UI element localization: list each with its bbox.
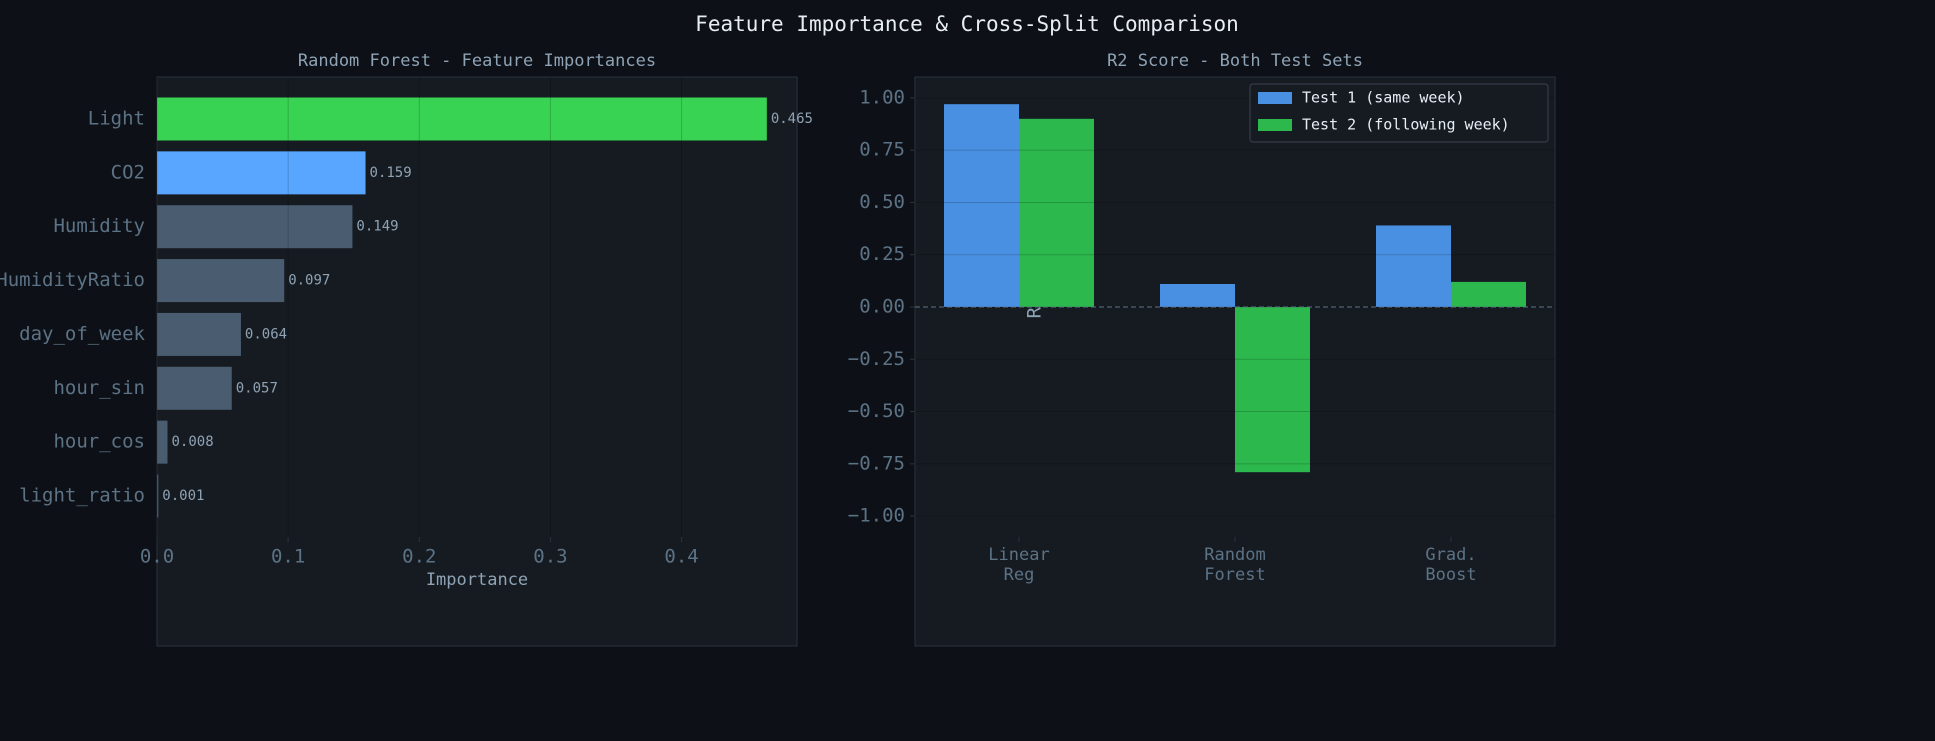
x-tick-label: 0.2 (402, 546, 436, 568)
x-tick-label: 0.0 (140, 546, 174, 568)
legend-swatch (1258, 119, 1292, 131)
x-tick-label: 0.4 (664, 546, 698, 568)
value-label: 0.465 (771, 111, 813, 127)
bar (157, 151, 366, 195)
chart-subtitle: R2 Score - Both Test Sets (1107, 51, 1363, 71)
y-tick-label: 0.25 (859, 243, 905, 265)
y-tick-label: −0.25 (848, 348, 905, 370)
figure-title: Feature Importance & Cross-Split Compari… (695, 12, 1239, 36)
y-tick-label: Humidity (53, 215, 145, 237)
bar (944, 104, 1019, 307)
value-label: 0.149 (356, 219, 398, 235)
bar (1376, 225, 1451, 307)
bar (1235, 307, 1310, 473)
x-tick-label: 0.1 (271, 546, 305, 568)
y-tick-label: 0.75 (859, 139, 905, 161)
legend-label: Test 2 (following week) (1302, 116, 1510, 134)
bar (157, 474, 159, 518)
y-tick-label: day_of_week (19, 323, 145, 345)
value-label: 0.064 (245, 326, 287, 342)
value-label: 0.001 (162, 488, 204, 504)
value-label: 0.159 (370, 165, 412, 181)
chart-subtitle: Random Forest - Feature Importances (298, 51, 656, 71)
bar (157, 205, 353, 249)
x-axis-label: Importance (426, 570, 528, 590)
bar (1019, 118, 1094, 308)
x-tick-label: Linear Reg (988, 545, 1050, 585)
bar (157, 420, 168, 464)
y-tick-label: HumidityRatio (0, 269, 145, 291)
y-tick-label: −0.75 (848, 452, 905, 474)
bar (1160, 284, 1235, 307)
x-tick-label: Random Forest (1204, 545, 1266, 585)
bar (157, 366, 232, 410)
y-tick-label: light_ratio (19, 485, 145, 507)
value-label: 0.097 (288, 273, 330, 289)
y-tick-label: 0.50 (859, 191, 905, 213)
x-tick-label: Grad. Boost (1425, 545, 1477, 585)
y-tick-label: CO2 (111, 161, 145, 183)
y-tick-label: 0.00 (859, 296, 905, 318)
y-tick-label: hour_cos (53, 431, 145, 453)
x-tick-label: 0.3 (533, 546, 567, 568)
bar (157, 97, 767, 141)
legend-swatch (1258, 92, 1292, 104)
y-tick-label: 1.00 (859, 86, 905, 108)
bar (157, 312, 241, 356)
legend-label: Test 1 (same week) (1302, 89, 1465, 107)
y-tick-label: −1.00 (848, 505, 905, 527)
value-label: 0.008 (171, 434, 213, 450)
bar (157, 259, 285, 303)
y-tick-label: hour_sin (53, 377, 145, 399)
y-tick-label: −0.50 (848, 400, 905, 422)
legend-box (1249, 83, 1549, 143)
bar (1451, 281, 1526, 307)
value-label: 0.057 (236, 380, 278, 396)
y-tick-label: Light (88, 108, 145, 130)
